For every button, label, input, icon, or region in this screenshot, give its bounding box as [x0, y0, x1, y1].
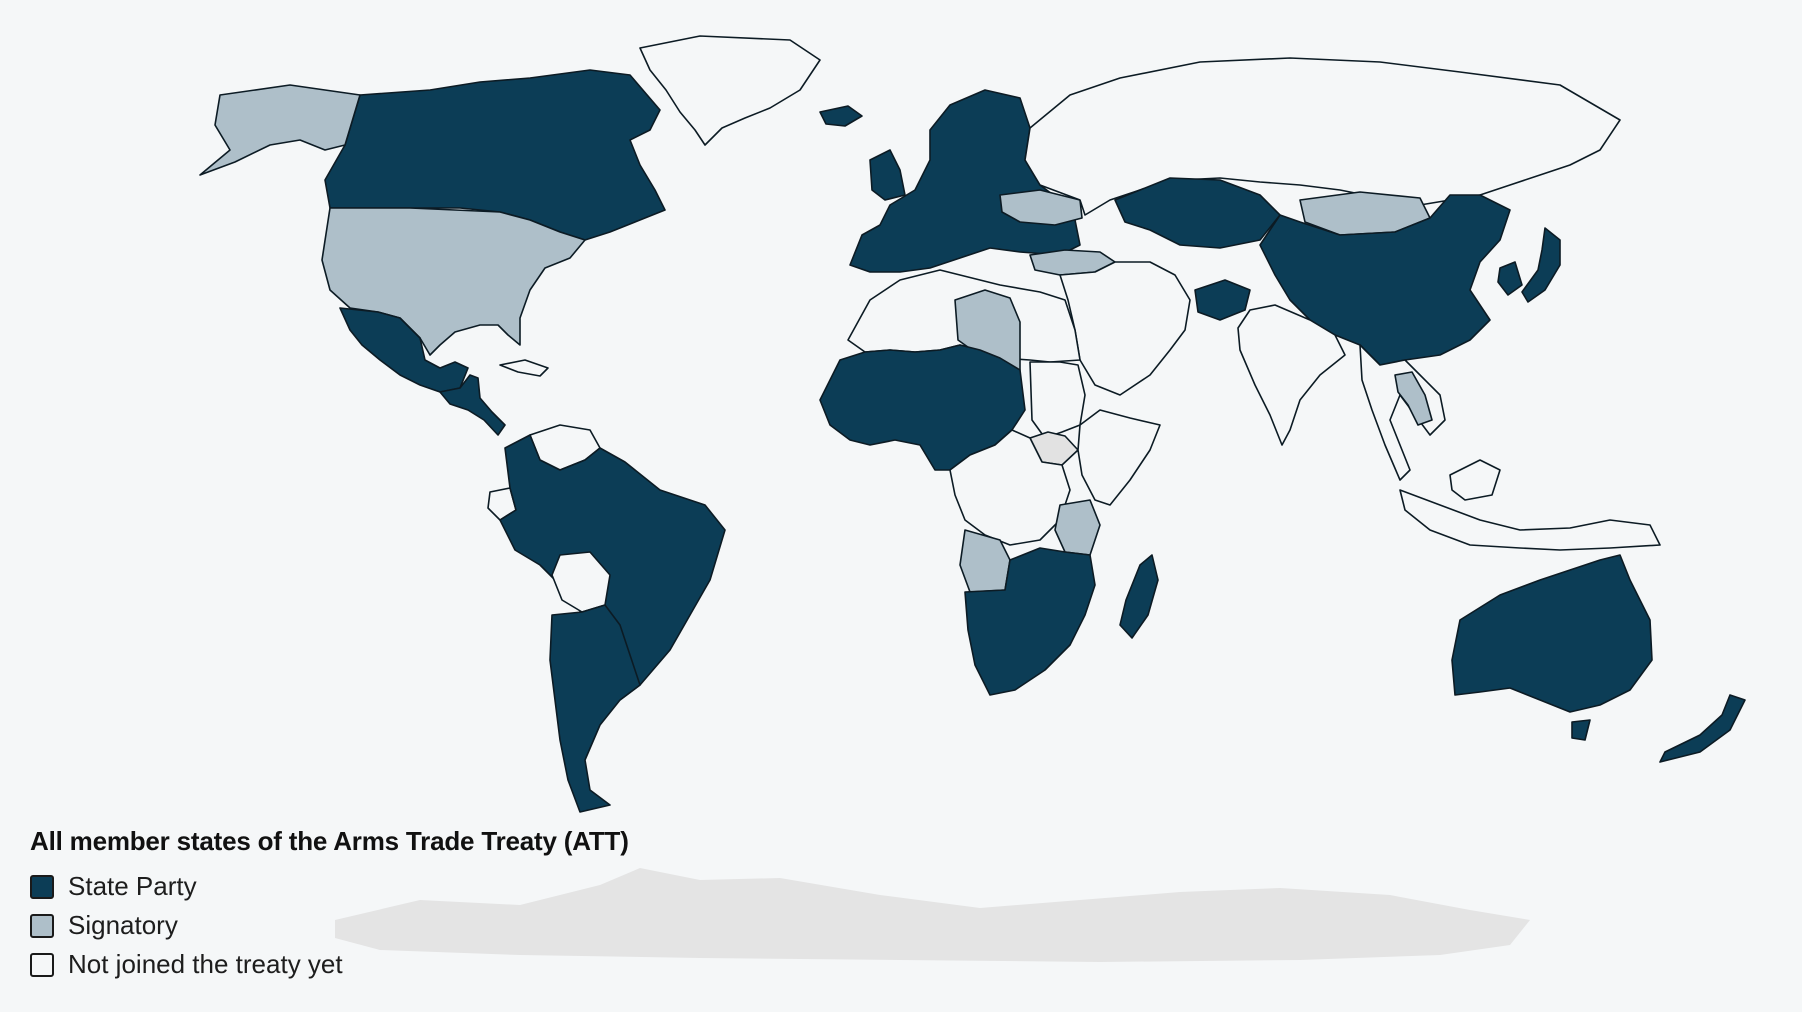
legend-item-signatory: Signatory	[30, 906, 629, 945]
legend-label-signatory: Signatory	[68, 910, 178, 940]
region-tasmania	[1571, 719, 1591, 741]
legend-item-not-joined: Not joined the treaty yet	[30, 945, 629, 984]
map-legend: All member states of the Arms Trade Trea…	[30, 826, 629, 984]
legend-label-not-joined: Not joined the treaty yet	[68, 949, 343, 979]
region-uk	[869, 149, 906, 201]
region-australia	[1451, 554, 1653, 713]
region-japan	[1521, 227, 1561, 303]
region-antarctica	[335, 868, 1530, 962]
legend-swatch-not-joined	[30, 952, 54, 977]
region-brazil	[499, 434, 726, 701]
region-madagascar	[1119, 554, 1159, 639]
region-greenland	[639, 35, 821, 146]
region-central-america	[439, 374, 506, 436]
region-new-zealand	[1659, 694, 1746, 763]
region-thailand	[1394, 371, 1433, 426]
region-korea	[1497, 261, 1523, 296]
legend-swatch-signatory	[30, 913, 54, 938]
region-borneo	[1449, 459, 1501, 501]
legend-item-state-party: State Party	[30, 867, 629, 906]
region-mexico	[339, 307, 469, 393]
legend-title: All member states of the Arms Trade Trea…	[30, 826, 629, 856]
region-iceland	[819, 105, 863, 127]
region-sudan	[1029, 361, 1086, 439]
region-horn-of-africa	[1077, 409, 1161, 506]
region-argentina-chile	[549, 604, 641, 813]
region-afghanistan	[1194, 279, 1251, 321]
region-southeast-asia	[1359, 344, 1446, 481]
legend-label-state-party: State Party	[68, 871, 197, 901]
legend-swatch-state-party	[30, 874, 54, 899]
region-ukraine	[999, 189, 1083, 226]
region-kazakhstan	[1114, 177, 1281, 249]
region-russia	[1024, 57, 1621, 216]
region-alaska	[199, 84, 361, 176]
region-southern-africa	[964, 547, 1096, 696]
region-india	[1237, 304, 1346, 446]
region-west-africa	[819, 344, 1026, 471]
region-cuba	[499, 359, 549, 377]
region-tanzania	[1054, 499, 1101, 556]
region-indonesia	[1399, 489, 1661, 551]
region-central-africa	[949, 429, 1071, 546]
